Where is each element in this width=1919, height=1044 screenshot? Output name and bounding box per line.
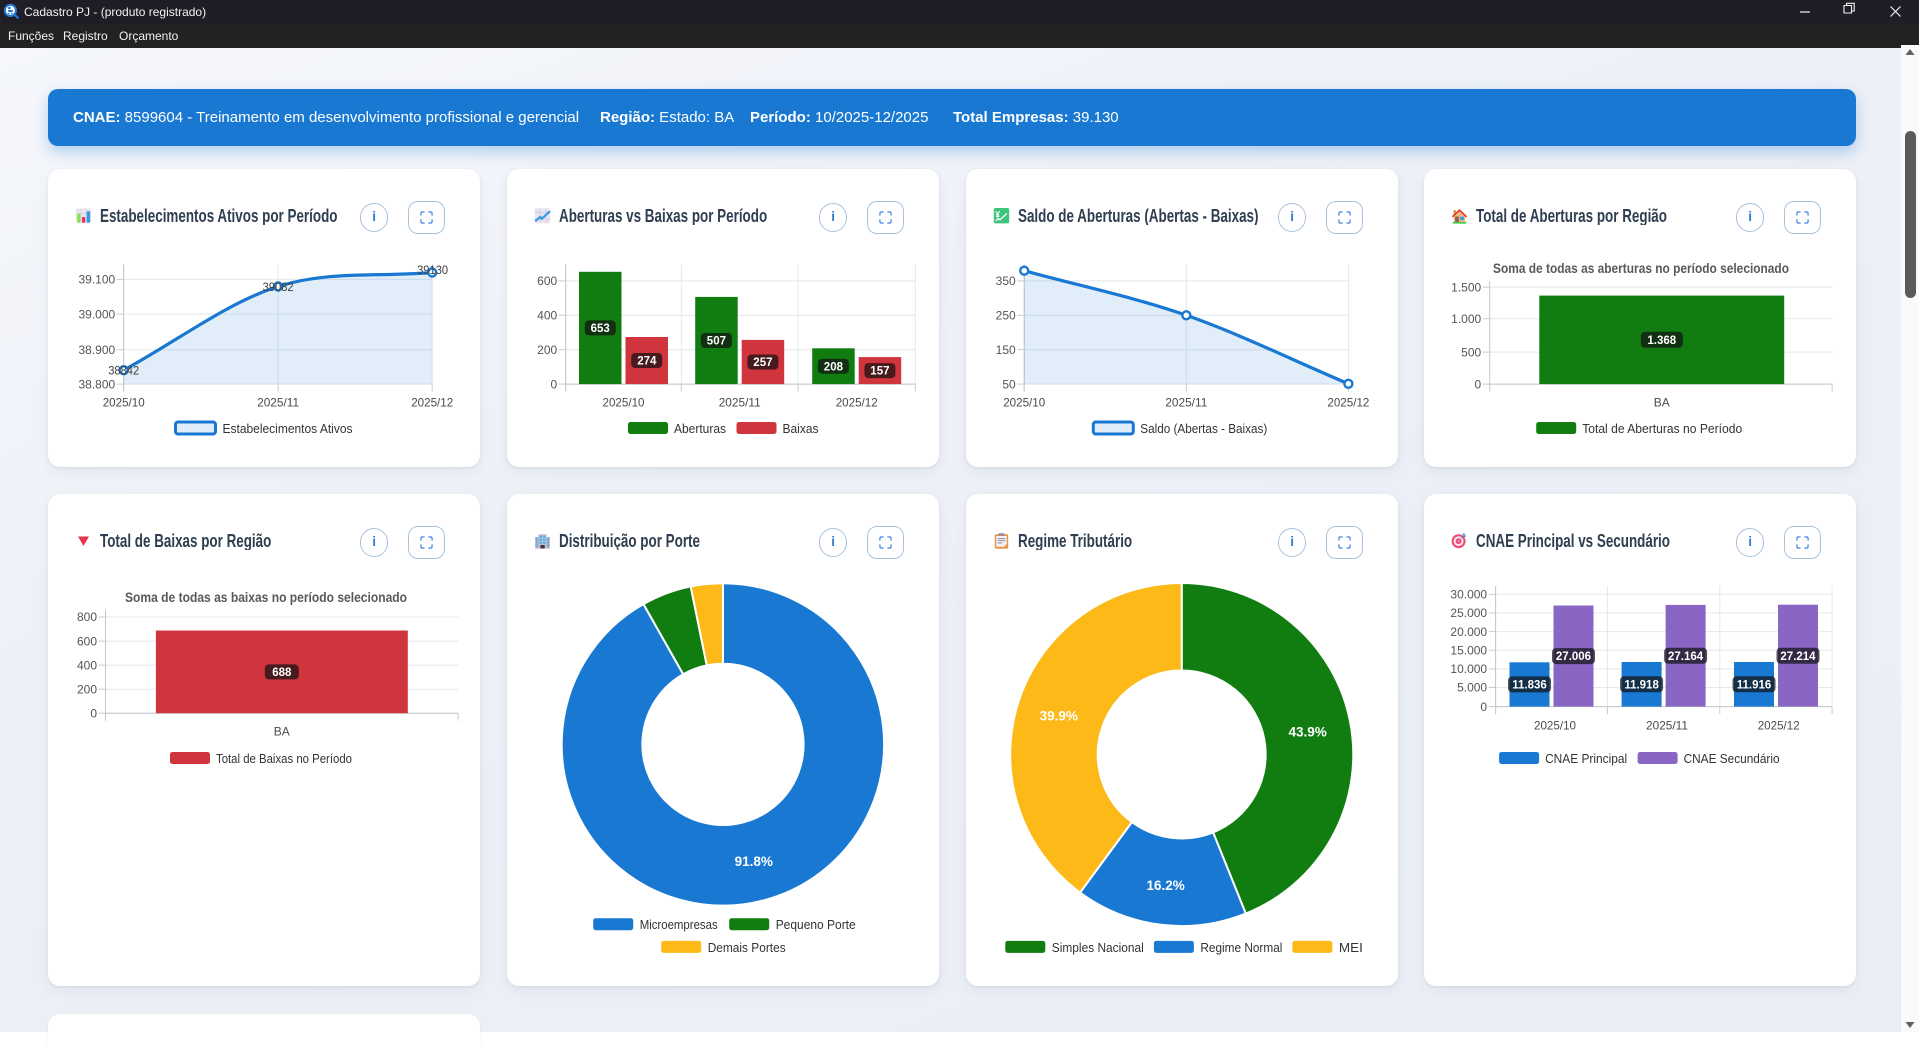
svg-text:38.800: 38.800: [78, 377, 115, 391]
svg-text:20.000: 20.000: [1450, 625, 1487, 639]
svg-text:11.916: 11.916: [1737, 679, 1772, 691]
svg-text:500: 500: [1461, 345, 1481, 359]
svg-text:39.000: 39.000: [78, 307, 115, 321]
svg-text:2025/11: 2025/11: [1646, 719, 1688, 733]
svg-text:Regime Normal: Regime Normal: [1200, 941, 1282, 955]
svg-text:0: 0: [90, 706, 97, 720]
svg-text:600: 600: [77, 634, 97, 648]
svg-text:2025/12: 2025/12: [411, 396, 453, 410]
svg-text:Soma de todas as baixas no per: Soma de todas as baixas no período selec…: [125, 590, 407, 605]
svg-text:BA: BA: [274, 725, 290, 739]
svg-text:0: 0: [551, 377, 558, 391]
svg-text:688: 688: [272, 667, 292, 679]
svg-text:274: 274: [637, 356, 657, 368]
svg-text:CNAE Secundário: CNAE Secundário: [1684, 752, 1780, 766]
svg-text:Pequeno Porte: Pequeno Porte: [776, 918, 856, 932]
svg-text:1.368: 1.368: [1647, 335, 1676, 347]
svg-text:Microempresas: Microempresas: [640, 918, 718, 932]
svg-text:MEI: MEI: [1339, 941, 1363, 955]
svg-text:11.918: 11.918: [1624, 679, 1659, 691]
svg-text:507: 507: [707, 336, 726, 348]
svg-text:2025/12: 2025/12: [1758, 719, 1800, 733]
svg-text:2025/12: 2025/12: [1327, 396, 1369, 410]
svg-text:200: 200: [537, 343, 557, 357]
svg-text:Total de Baixas no Período: Total de Baixas no Período: [216, 752, 352, 766]
svg-text:5.000: 5.000: [1457, 681, 1487, 695]
svg-text:2025/10: 2025/10: [1534, 719, 1576, 733]
svg-text:Total de Aberturas no Período: Total de Aberturas no Período: [1582, 422, 1742, 436]
svg-text:39.9%: 39.9%: [1040, 709, 1078, 724]
svg-text:400: 400: [537, 309, 557, 323]
svg-text:1.500: 1.500: [1451, 280, 1481, 294]
svg-text:39082: 39082: [263, 280, 294, 294]
svg-text:Baixas: Baixas: [783, 422, 819, 436]
svg-text:11.836: 11.836: [1512, 680, 1547, 692]
svg-text:39.100: 39.100: [78, 273, 115, 287]
svg-text:Aberturas: Aberturas: [674, 422, 726, 436]
svg-text:2025/10: 2025/10: [603, 396, 645, 410]
svg-text:2025/11: 2025/11: [719, 396, 761, 410]
svg-text:27.214: 27.214: [1780, 651, 1816, 663]
svg-text:39130: 39130: [417, 263, 448, 277]
svg-text:600: 600: [537, 274, 557, 288]
svg-text:2025/10: 2025/10: [1003, 396, 1045, 410]
svg-text:2025/10: 2025/10: [103, 396, 145, 410]
svg-text:200: 200: [77, 682, 97, 696]
svg-text:27.006: 27.006: [1556, 651, 1591, 663]
svg-text:15.000: 15.000: [1450, 643, 1487, 657]
svg-text:0: 0: [1480, 700, 1487, 714]
svg-text:27.164: 27.164: [1668, 651, 1704, 663]
svg-text:Simples Nacional: Simples Nacional: [1052, 941, 1144, 955]
svg-text:50: 50: [1002, 377, 1016, 391]
svg-text:257: 257: [753, 357, 772, 369]
svg-text:400: 400: [77, 658, 97, 672]
svg-text:150: 150: [996, 343, 1016, 357]
svg-text:38.900: 38.900: [78, 343, 115, 357]
svg-text:2025/12: 2025/12: [836, 396, 878, 410]
svg-text:25.000: 25.000: [1450, 606, 1487, 620]
svg-text:157: 157: [870, 366, 889, 378]
svg-text:10.000: 10.000: [1450, 662, 1487, 676]
svg-text:350: 350: [996, 274, 1016, 288]
svg-text:800: 800: [77, 610, 97, 624]
svg-text:2025/11: 2025/11: [257, 396, 299, 410]
svg-text:2025/11: 2025/11: [1165, 396, 1207, 410]
svg-text:43.9%: 43.9%: [1288, 725, 1326, 740]
svg-text:BA: BA: [1654, 396, 1670, 410]
svg-text:0: 0: [1475, 377, 1482, 391]
svg-text:1.000: 1.000: [1451, 312, 1481, 326]
svg-text:30.000: 30.000: [1450, 588, 1487, 602]
svg-text:38842: 38842: [108, 364, 139, 378]
svg-text:250: 250: [996, 309, 1016, 323]
svg-text:Soma de todas as aberturas no: Soma de todas as aberturas no período se…: [1493, 261, 1789, 276]
svg-text:653: 653: [591, 323, 610, 335]
svg-text:16.2%: 16.2%: [1146, 878, 1184, 893]
svg-text:Saldo (Abertas - Baixas): Saldo (Abertas - Baixas): [1140, 422, 1267, 436]
svg-text:Estabelecimentos Ativos: Estabelecimentos Ativos: [223, 422, 353, 436]
svg-text:Demais Portes: Demais Portes: [708, 941, 786, 955]
svg-text:208: 208: [824, 361, 844, 373]
svg-text:91.8%: 91.8%: [735, 854, 773, 869]
svg-text:CNAE Principal: CNAE Principal: [1545, 752, 1627, 766]
